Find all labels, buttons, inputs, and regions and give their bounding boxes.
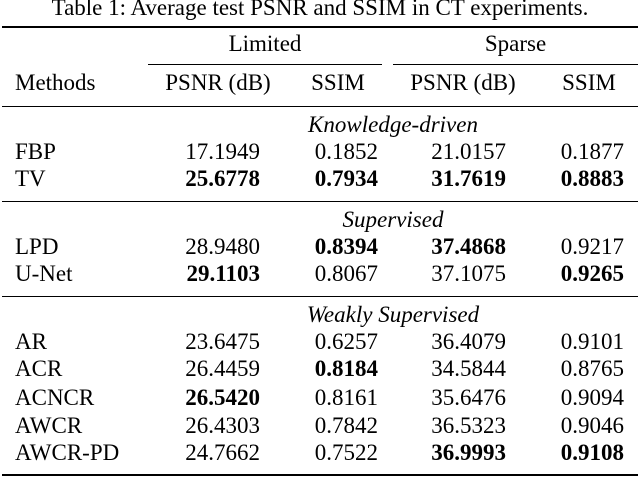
row-sparse-psnr: 37.1075 — [431, 261, 506, 286]
sparse-group-rule — [393, 64, 638, 66]
row-method: FBP — [15, 139, 56, 164]
row-method: ACNCR — [15, 385, 95, 410]
row-sparse-psnr: 31.7619 — [431, 166, 506, 191]
limited-group-rule — [148, 64, 382, 66]
row-sparse-psnr: 34.5844 — [431, 356, 506, 381]
row-limited-psnr: 23.6475 — [185, 329, 260, 354]
row-method: TV — [15, 166, 46, 191]
section-rule-supervised — [2, 201, 638, 203]
header-rule — [2, 106, 638, 108]
row-sparse-ssim: 0.8883 — [560, 166, 624, 191]
row-sparse-psnr: 35.6476 — [431, 385, 506, 410]
row-sparse-psnr: 37.4868 — [431, 234, 506, 259]
row-limited-ssim: 0.6257 — [314, 329, 378, 354]
row-limited-ssim: 0.8067 — [314, 261, 378, 286]
section-title-supervised: Supervised — [342, 207, 444, 232]
row-sparse-ssim: 0.8765 — [560, 356, 624, 381]
row-method: U-Net — [15, 261, 73, 286]
row-limited-psnr: 25.6778 — [185, 166, 260, 191]
row-sparse-ssim: 0.9046 — [560, 413, 624, 438]
row-limited-ssim: 0.7522 — [314, 440, 378, 465]
section-rule-weakly — [2, 296, 638, 298]
section-title-weakly-supervised: Weakly Supervised — [306, 302, 480, 327]
row-sparse-ssim: 0.9094 — [560, 385, 624, 410]
row-limited-psnr: 28.9480 — [185, 234, 260, 259]
row-limited-ssim: 0.1852 — [314, 139, 378, 164]
row-sparse-psnr: 36.4079 — [431, 329, 506, 354]
row-limited-psnr: 26.4459 — [185, 356, 260, 381]
row-limited-ssim: 0.7842 — [314, 413, 378, 438]
row-sparse-ssim: 0.1877 — [560, 139, 624, 164]
row-limited-ssim: 0.8161 — [314, 385, 378, 410]
header-group-limited: Limited — [228, 31, 302, 56]
top-rule — [2, 26, 638, 28]
row-limited-psnr: 24.7662 — [185, 440, 260, 465]
row-method: LPD — [15, 234, 59, 259]
row-method: ACR — [15, 356, 63, 381]
row-limited-ssim: 0.8394 — [314, 234, 378, 259]
row-sparse-ssim: 0.9217 — [560, 234, 624, 259]
row-limited-psnr: 26.5420 — [185, 385, 260, 410]
header-group-sparse: Sparse — [484, 31, 547, 56]
row-method: AWCR-PD — [15, 440, 120, 465]
header-methods: Methods — [15, 70, 96, 95]
row-method: AR — [15, 329, 47, 354]
row-limited-psnr: 17.1949 — [185, 139, 260, 164]
row-sparse-ssim: 0.9101 — [560, 329, 624, 354]
section-title-knowledge-driven: Knowledge-driven — [308, 112, 478, 137]
row-method: AWCR — [15, 413, 83, 438]
row-sparse-psnr: 21.0157 — [431, 139, 506, 164]
header-limited-psnr: PSNR (dB) — [165, 70, 271, 95]
row-sparse-psnr: 36.9993 — [431, 440, 506, 465]
row-sparse-ssim: 0.9108 — [560, 440, 624, 465]
row-limited-ssim: 0.7934 — [314, 166, 378, 191]
row-limited-psnr: 29.1103 — [186, 261, 260, 286]
table-caption: Table 1: Average test PSNR and SSIM in C… — [51, 0, 589, 20]
row-sparse-ssim: 0.9265 — [560, 261, 624, 286]
row-limited-psnr: 26.4303 — [185, 413, 260, 438]
row-limited-ssim: 0.8184 — [314, 356, 378, 381]
header-limited-ssim: SSIM — [311, 70, 365, 95]
header-sparse-ssim: SSIM — [562, 70, 616, 95]
row-sparse-psnr: 36.5323 — [431, 413, 506, 438]
header-sparse-psnr: PSNR (dB) — [410, 70, 516, 95]
bottom-rule — [2, 474, 638, 476]
